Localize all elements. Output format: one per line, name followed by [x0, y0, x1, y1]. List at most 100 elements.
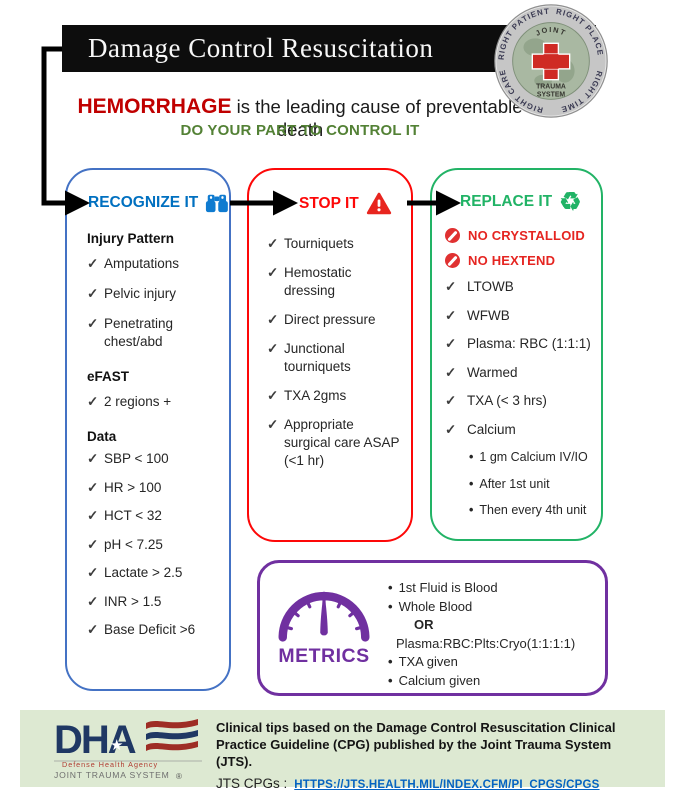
bullet-icon: •	[469, 503, 474, 517]
check-icon: ✓	[87, 394, 99, 409]
data-heading: Data	[87, 429, 117, 444]
check-icon: ✓	[445, 336, 457, 351]
seal-inner-trauma-text: TRAUMA	[536, 84, 566, 91]
jts-cpgs-label: JTS CPGs :	[216, 776, 288, 791]
calcium-detail-item: • After 1st unit	[469, 476, 550, 491]
recognize-it-box: RECOGNIZE IT Injury Pattern ✓ Amputations	[65, 168, 231, 691]
list-item: ✓ TXA 2gms	[267, 388, 347, 403]
check-icon: ✓	[87, 256, 99, 271]
check-icon: ✓	[87, 508, 99, 523]
binoculars-icon	[206, 194, 229, 213]
bullet-icon: •	[388, 580, 393, 595]
no-hextend-warning: NO HEXTEND	[445, 253, 595, 268]
list-item: ✓ Lactate > 2.5	[87, 565, 183, 580]
check-icon: ✓	[267, 417, 279, 432]
dha-star-icon: ★	[110, 737, 123, 754]
gauge-icon	[278, 590, 370, 642]
list-item: ✓ HR > 100	[87, 479, 162, 495]
list-item: ✓ Tourniquets	[267, 236, 354, 251]
check-icon: ✓	[267, 236, 279, 251]
replace-it-box: REPLACE IT ♻ NO CRYSTALLOID NO HEXTEND ✓…	[430, 168, 603, 541]
clinical-tip-text: Clinical tips based on the Damage Contro…	[216, 720, 616, 769]
stop-it-box: STOP IT ✓ Tourniquets ✓ Hemostatic dressin…	[247, 168, 413, 542]
prohibited-icon	[445, 253, 460, 268]
check-icon: ✓	[87, 286, 99, 301]
calcium-detail-item: • Then every 4th unit	[469, 503, 587, 517]
red-cross-icon	[531, 42, 571, 81]
seal-inner-system-text: SYSTEM	[537, 91, 566, 98]
efast-heading: eFAST	[87, 369, 130, 384]
check-icon: ✓	[445, 364, 457, 380]
dha-jts-logo: DHA ★ Defense Health Agency JOINT TRAUMA…	[54, 718, 202, 781]
bullet-icon: •	[388, 598, 393, 614]
replace-it-title: REPLACE IT	[460, 193, 553, 210]
warning-triangle-icon	[366, 192, 391, 215]
no-crystalloid-warning: NO CRYSTALLOID	[445, 228, 595, 243]
list-item: ✓ SBP < 100	[87, 451, 169, 466]
check-icon: ✓	[267, 388, 279, 403]
tagline: HEMORRHAGE is the leading cause of preve…	[55, 95, 545, 141]
check-icon: ✓	[87, 479, 99, 495]
list-item: ✓ Direct pressure	[267, 312, 376, 327]
bullet-icon: •	[469, 476, 474, 491]
metrics-or-label: OR	[414, 617, 434, 632]
list-item: ✓ Warmed	[445, 364, 518, 380]
metrics-item: • Calcium given	[388, 672, 575, 691]
list-item: ✓ Appropriate surgical care ASAP (<1 hr)	[267, 417, 400, 468]
metrics-item: • 1st Fluid is Blood	[388, 579, 575, 598]
footer-band: DHA ★ Defense Health Agency JOINT TRAUMA…	[20, 710, 665, 791]
check-icon: ✓	[87, 451, 99, 466]
check-icon: ✓	[267, 312, 279, 327]
prohibited-icon	[445, 228, 460, 243]
list-item: ✓ HCT < 32	[87, 508, 162, 523]
list-item: ✓ 2 regions +	[87, 394, 172, 409]
tagline-rest: is the leading cause of preventable deat…	[231, 96, 523, 140]
list-item: ✓ Base Deficit >6	[87, 622, 196, 637]
list-item: ✓ Calcium	[445, 421, 516, 437]
dha-waves-icon	[146, 719, 198, 751]
check-icon: ✓	[445, 279, 457, 294]
list-item: ✓ Pelvic injury	[87, 286, 177, 301]
list-item: ✓ Plasma: RBC (1:1:1)	[445, 336, 591, 351]
metrics-title: METRICS	[278, 645, 370, 667]
injury-pattern-heading: Injury Pattern	[87, 231, 175, 246]
list-item: ✓ Penetrating chest/abd	[87, 316, 174, 349]
bullet-icon: •	[469, 450, 474, 464]
list-item: ✓ LTOWB	[445, 279, 514, 294]
dha-logo-text: DHA	[54, 718, 136, 762]
calcium-detail-item: • 1 gm Calcium IV/IO	[469, 450, 588, 464]
check-icon: ✓	[445, 421, 457, 437]
list-item: ✓ pH < 7.25	[87, 536, 163, 552]
bullet-icon: •	[388, 672, 393, 688]
check-icon: ✓	[267, 265, 279, 280]
metrics-item: • TXA given	[388, 653, 575, 672]
jts-seal-logo: RIGHT PLACE RIGHT TIME RIGHT CARE RIGHT …	[494, 4, 608, 118]
dha-subtext: Defense Health Agency	[62, 760, 158, 769]
recognize-it-title: RECOGNIZE IT	[88, 193, 199, 211]
call-to-action: DO YOUR PART TO CONTROL IT	[180, 122, 420, 139]
check-icon: ✓	[87, 565, 99, 580]
recycle-icon: ♻	[559, 188, 582, 216]
list-item: ✓ INR > 1.5	[87, 593, 162, 609]
check-icon: ✓	[445, 393, 457, 408]
metrics-item: • Whole Blood	[388, 598, 575, 617]
check-icon: ✓	[267, 341, 279, 356]
jts-subtext: JOINT TRAUMA SYSTEM	[54, 770, 170, 780]
jts-cpgs-link[interactable]: HTTPS://JTS.HEALTH.MIL/INDEX.CFM/PI_CPGS…	[294, 779, 600, 791]
check-icon: ✓	[87, 536, 99, 552]
metrics-ratio-line: Plasma:RBC:Plts:Cryo(1:1:1:1)	[396, 635, 576, 651]
metrics-box: METRICS • 1st Fluid is Blood • Whole Blood…	[257, 560, 608, 696]
svg-text:JOINT: JOINT	[534, 25, 568, 38]
list-item: ✓ Amputations	[87, 256, 180, 271]
page-title: Damage Control Resuscitation	[88, 33, 434, 63]
list-item: ✓ Hemostatic dressing	[267, 265, 352, 298]
check-icon: ✓	[87, 622, 99, 637]
list-item: ✓ TXA (< 3 hrs)	[445, 393, 547, 408]
list-item: ✓ Junctional tourniquets	[267, 341, 351, 374]
list-item: ✓ WFWB	[445, 307, 510, 323]
bullet-icon: •	[388, 654, 393, 669]
seal-inner-top-text: JOINT	[534, 25, 566, 38]
hemorrhage-highlight: HEMORRHAGE	[77, 95, 232, 118]
check-icon: ✓	[87, 316, 99, 331]
